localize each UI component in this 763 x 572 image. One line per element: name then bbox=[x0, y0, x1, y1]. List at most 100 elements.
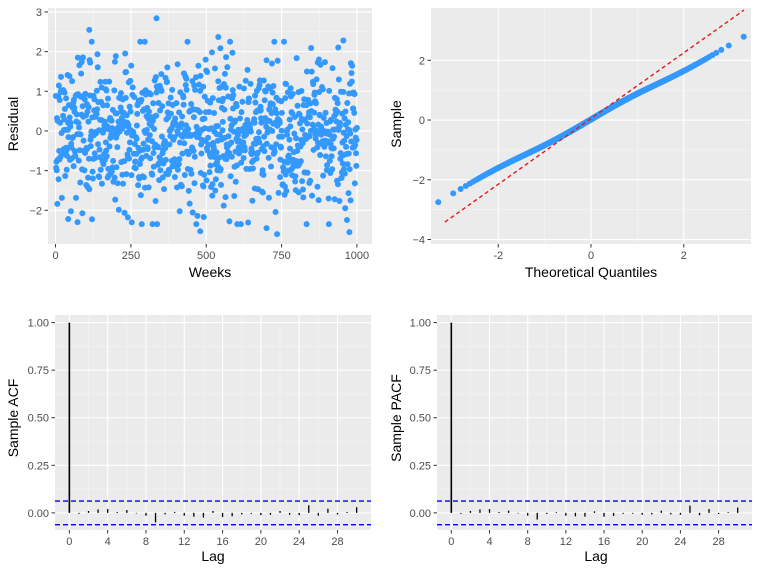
residual-point bbox=[76, 124, 83, 131]
residual-point bbox=[69, 78, 76, 85]
residual-point bbox=[334, 108, 341, 115]
qq-y-tick-label: −4 bbox=[412, 235, 425, 247]
residual-point bbox=[347, 130, 354, 137]
qq-point bbox=[740, 33, 747, 40]
pacf-plot-panel: 0 4 8 12 16 20 24 28 0.00 0.25 0.50 0.75 1.00 bbox=[410, 315, 752, 548]
residual-point bbox=[226, 218, 233, 225]
residual-point bbox=[174, 61, 181, 68]
qq-y-tick-label: −2 bbox=[412, 175, 425, 187]
residual-point bbox=[296, 111, 303, 118]
residual-point bbox=[146, 132, 153, 139]
residual-point bbox=[215, 33, 222, 40]
residual-point bbox=[241, 147, 248, 154]
residual-point bbox=[65, 216, 72, 223]
residual-point bbox=[111, 87, 118, 94]
pacf-y-tick-label: 0.00 bbox=[410, 508, 431, 520]
residual-point bbox=[277, 144, 284, 151]
pacf-x-tick-label: 24 bbox=[674, 536, 686, 548]
residual-point bbox=[335, 44, 342, 51]
pacf-y-tick-label: 0.50 bbox=[410, 413, 431, 425]
residual-point bbox=[287, 85, 294, 92]
pacf-y-tick-label: 0.25 bbox=[410, 460, 431, 472]
residual-point bbox=[217, 166, 224, 173]
residual-point bbox=[300, 194, 307, 201]
residual-point bbox=[86, 186, 93, 193]
residual-point bbox=[180, 94, 187, 101]
residual-point bbox=[258, 119, 265, 126]
residual-point bbox=[265, 154, 272, 161]
residual-point bbox=[213, 149, 220, 156]
residual-point bbox=[221, 106, 228, 113]
residual-point bbox=[70, 163, 77, 170]
residual-point bbox=[299, 140, 306, 147]
residual-point bbox=[310, 122, 317, 129]
residual-point bbox=[233, 103, 240, 110]
residual-point bbox=[341, 170, 348, 177]
qq-y-tick-label: 2 bbox=[419, 55, 425, 67]
residual-point bbox=[103, 153, 110, 160]
residual-point bbox=[214, 159, 221, 166]
residual-point bbox=[137, 38, 144, 45]
qq-point bbox=[435, 199, 442, 206]
residual-point bbox=[155, 144, 162, 151]
residual-point bbox=[280, 38, 287, 45]
residual-point bbox=[322, 109, 329, 116]
residual-point bbox=[85, 104, 92, 111]
residual-point bbox=[87, 143, 94, 150]
residual-point bbox=[303, 221, 310, 228]
residual-point bbox=[243, 131, 250, 138]
residual-point bbox=[263, 57, 270, 64]
residual-point bbox=[153, 112, 160, 119]
acf-x-tick-label: 12 bbox=[178, 536, 190, 548]
residual-point bbox=[191, 180, 198, 187]
residual-point bbox=[74, 219, 81, 226]
pacf-x-tick-label: 8 bbox=[525, 536, 531, 548]
residual-point bbox=[195, 62, 202, 69]
residual-point bbox=[326, 157, 333, 164]
residual-point bbox=[246, 95, 253, 102]
residual-point bbox=[293, 135, 300, 142]
residual-point bbox=[274, 57, 281, 64]
residual-point bbox=[104, 102, 111, 109]
residual-point bbox=[294, 102, 301, 109]
residual-point bbox=[268, 163, 275, 170]
residual-point bbox=[97, 78, 104, 85]
residual-point bbox=[189, 209, 196, 216]
residual-point bbox=[153, 15, 160, 22]
residual-point bbox=[240, 85, 247, 92]
residual-point bbox=[319, 86, 326, 93]
residual-point bbox=[114, 180, 121, 187]
residual-point bbox=[91, 150, 98, 157]
residual-point bbox=[112, 196, 119, 203]
residual-point bbox=[330, 145, 337, 152]
residual-point bbox=[283, 81, 290, 88]
residual-point bbox=[325, 195, 332, 202]
residual-point bbox=[82, 90, 89, 97]
residual-point bbox=[67, 119, 74, 126]
residual-point bbox=[227, 115, 234, 122]
acf-stems bbox=[68, 322, 358, 523]
residual-point bbox=[220, 95, 227, 102]
residual-point bbox=[158, 71, 165, 78]
residual-point bbox=[240, 155, 247, 162]
residual-point bbox=[149, 171, 156, 178]
qq-reference-line bbox=[444, 9, 745, 223]
residual-point bbox=[326, 131, 333, 138]
residual-point bbox=[185, 187, 192, 194]
residual-point bbox=[122, 50, 129, 57]
residual-point bbox=[194, 212, 201, 219]
residual-point bbox=[334, 100, 341, 107]
residual-point bbox=[312, 100, 319, 107]
residual-point bbox=[291, 130, 298, 137]
residual-point bbox=[211, 110, 218, 117]
residual-point bbox=[209, 95, 216, 102]
residual-point bbox=[127, 77, 134, 84]
residual-point bbox=[96, 174, 103, 181]
residual-point bbox=[94, 51, 101, 58]
residual-point bbox=[181, 172, 188, 179]
residual-point bbox=[92, 154, 99, 161]
residual-point bbox=[291, 113, 298, 120]
residual-point bbox=[134, 110, 141, 117]
residual-point bbox=[249, 197, 256, 204]
residual-point bbox=[238, 159, 245, 166]
